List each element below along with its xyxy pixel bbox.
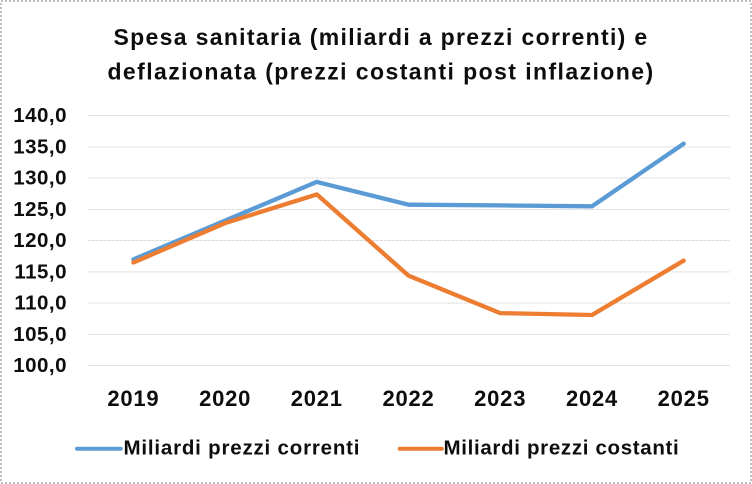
svg-text:120,0: 120,0 [13,229,67,252]
svg-text:Miliardi prezzi costanti: Miliardi prezzi costanti [444,437,680,460]
svg-text:Spesa sanitaria (miliardi a pr: Spesa sanitaria (miliardi a prezzi corre… [114,24,649,50]
svg-text:115,0: 115,0 [14,260,67,283]
svg-text:125,0: 125,0 [13,198,67,221]
svg-text:2024: 2024 [566,386,618,411]
svg-text:130,0: 130,0 [13,167,67,190]
svg-text:deflazionata (prezzi costanti: deflazionata (prezzi costanti post infla… [107,59,654,85]
svg-text:2019: 2019 [107,386,159,411]
svg-text:2020: 2020 [199,386,251,411]
svg-text:2022: 2022 [382,386,434,411]
svg-text:105,0: 105,0 [13,323,67,346]
svg-text:140,0: 140,0 [13,104,67,127]
svg-text:2021: 2021 [291,386,343,411]
svg-text:Miliardi prezzi correnti: Miliardi prezzi correnti [124,437,361,460]
svg-text:100,0: 100,0 [13,354,67,377]
svg-text:110,0: 110,0 [14,292,67,315]
svg-text:2025: 2025 [658,386,710,411]
svg-text:2023: 2023 [474,386,526,411]
svg-text:135,0: 135,0 [13,135,67,158]
